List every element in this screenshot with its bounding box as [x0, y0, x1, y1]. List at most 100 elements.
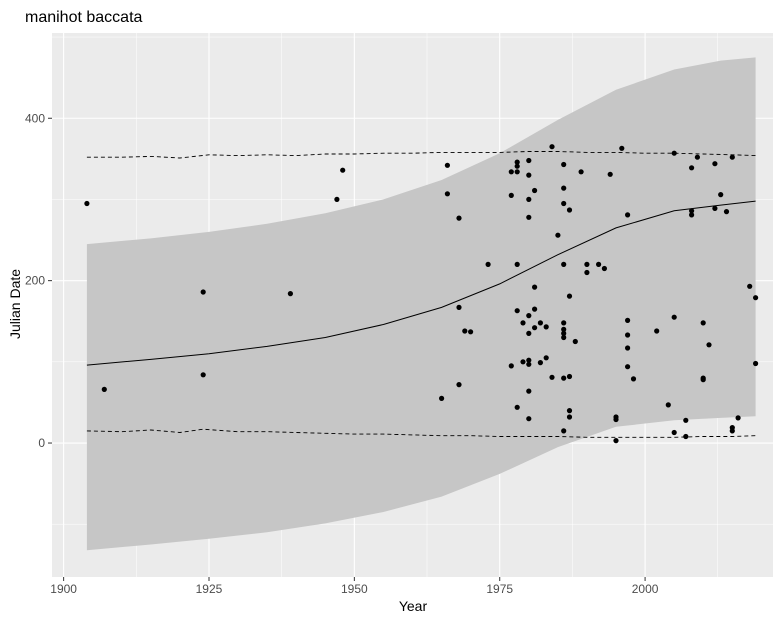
- data-point: [625, 364, 631, 370]
- data-point: [444, 191, 450, 197]
- data-point: [683, 433, 689, 440]
- data-point: [694, 154, 701, 160]
- data-point: [526, 416, 532, 422]
- data-point: [584, 269, 590, 276]
- data-point: [625, 332, 631, 338]
- data-point: [526, 357, 532, 363]
- data-point: [526, 313, 532, 319]
- data-point: [456, 304, 462, 310]
- y-tick-label: 0: [38, 436, 45, 450]
- y-tick-label: 400: [25, 111, 45, 125]
- data-point: [561, 326, 567, 332]
- data-point: [723, 209, 730, 215]
- data-point: [456, 215, 462, 221]
- data-point: [671, 150, 677, 156]
- data-point: [462, 328, 468, 334]
- data-point: [700, 320, 706, 326]
- data-point: [520, 359, 526, 365]
- data-point: [700, 377, 706, 383]
- data-point: [514, 404, 520, 410]
- data-point: [543, 324, 549, 330]
- data-point: [526, 330, 532, 336]
- data-point: [607, 171, 613, 177]
- data-point: [526, 214, 532, 220]
- data-point: [514, 261, 520, 267]
- data-point: [101, 386, 107, 392]
- x-tick-label: 1950: [341, 582, 368, 596]
- data-point: [747, 283, 753, 289]
- data-point: [532, 187, 538, 194]
- data-point: [584, 261, 590, 267]
- data-point: [601, 265, 608, 272]
- data-point: [549, 374, 555, 380]
- data-point: [561, 185, 567, 191]
- data-point: [456, 382, 462, 388]
- data-point: [689, 208, 695, 214]
- data-point: [526, 196, 532, 202]
- data-point: [596, 261, 602, 267]
- data-point: [718, 192, 724, 198]
- data-point: [735, 415, 741, 421]
- data-point: [444, 162, 450, 168]
- data-point: [537, 360, 544, 366]
- data-point: [566, 414, 573, 420]
- data-point: [287, 291, 293, 297]
- data-point: [625, 345, 631, 351]
- data-point: [753, 360, 759, 367]
- data-point: [537, 320, 544, 326]
- data-point: [549, 144, 555, 150]
- x-axis-title: Year: [399, 598, 428, 614]
- data-point: [514, 163, 520, 169]
- data-point: [439, 395, 445, 401]
- data-point: [200, 289, 206, 295]
- data-point: [630, 376, 637, 382]
- data-point: [555, 232, 561, 238]
- data-point: [671, 429, 677, 436]
- data-point: [485, 261, 491, 267]
- confidence-band: [86, 57, 756, 551]
- data-point: [613, 438, 619, 444]
- data-points: [84, 144, 759, 444]
- data-point: [683, 417, 689, 423]
- data-point: [578, 169, 584, 175]
- x-tick-label: 2000: [632, 582, 659, 596]
- y-axis-title: Julian Date: [7, 269, 23, 339]
- x-axis-ticks: 1900 1925 1950 1975 2000: [50, 577, 659, 596]
- data-point: [561, 375, 567, 381]
- data-point: [561, 200, 567, 207]
- data-point: [340, 167, 346, 173]
- lower-dashed-line: [86, 428, 756, 438]
- data-point: [561, 334, 567, 341]
- data-point: [561, 330, 567, 336]
- data-point: [508, 192, 514, 198]
- data-point: [468, 329, 474, 335]
- x-tick-label: 1900: [50, 582, 77, 596]
- data-point: [625, 212, 631, 218]
- data-point: [334, 196, 340, 202]
- data-point: [514, 308, 520, 314]
- data-point: [689, 165, 695, 171]
- data-point: [561, 320, 567, 326]
- data-point: [508, 363, 514, 369]
- data-point: [561, 261, 567, 267]
- data-point: [712, 161, 718, 167]
- data-point: [520, 320, 526, 326]
- data-point: [729, 154, 735, 160]
- data-point: [532, 284, 538, 290]
- data-point: [561, 161, 567, 168]
- data-point: [532, 325, 538, 331]
- fit-line: [86, 200, 756, 366]
- data-point: [619, 145, 625, 151]
- upper-dashed-line: [86, 151, 756, 159]
- data-point: [654, 328, 660, 334]
- data-point: [543, 355, 549, 361]
- data-point: [200, 372, 206, 378]
- data-point: [665, 402, 671, 408]
- data-point: [526, 361, 532, 367]
- data-point: [514, 169, 520, 175]
- data-point: [753, 295, 759, 301]
- data-point: [532, 306, 538, 312]
- data-point: [625, 317, 631, 323]
- data-point: [572, 338, 578, 345]
